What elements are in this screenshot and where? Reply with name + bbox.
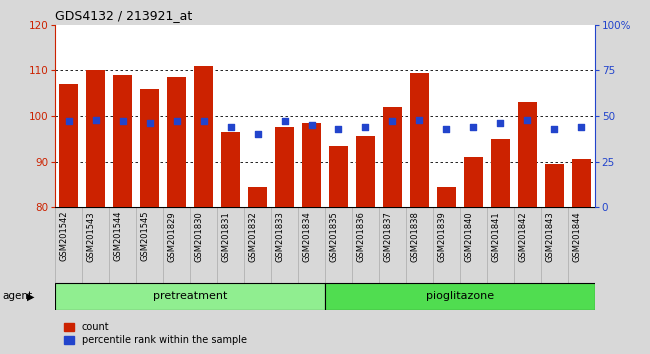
Text: GSM201833: GSM201833 <box>276 211 285 262</box>
Bar <box>464 157 483 207</box>
Text: GSM201543: GSM201543 <box>86 211 96 262</box>
Text: GSM201843: GSM201843 <box>545 211 554 262</box>
Bar <box>248 187 267 207</box>
Point <box>144 120 155 126</box>
Point <box>333 126 344 132</box>
Point <box>252 131 263 137</box>
Point <box>549 126 560 132</box>
Bar <box>59 84 78 207</box>
Bar <box>325 283 595 310</box>
Bar <box>491 139 510 207</box>
Point <box>90 117 101 122</box>
Bar <box>140 88 159 207</box>
Text: pioglitazone: pioglitazone <box>426 291 494 302</box>
Point <box>198 119 209 124</box>
Point <box>118 119 128 124</box>
Text: GSM201542: GSM201542 <box>60 211 69 261</box>
Point <box>414 117 424 122</box>
Point <box>576 124 586 130</box>
Bar <box>545 164 564 207</box>
Legend: count, percentile rank within the sample: count, percentile rank within the sample <box>60 319 250 349</box>
Bar <box>383 107 402 207</box>
Point <box>226 124 236 130</box>
Text: GDS4132 / 213921_at: GDS4132 / 213921_at <box>55 9 192 22</box>
Point <box>172 119 182 124</box>
Text: GSM201838: GSM201838 <box>410 211 419 262</box>
Point <box>387 119 398 124</box>
Bar <box>55 283 325 310</box>
Point <box>468 124 478 130</box>
Point <box>441 126 452 132</box>
Bar <box>221 132 240 207</box>
Text: GSM201842: GSM201842 <box>518 211 527 262</box>
Text: GSM201831: GSM201831 <box>222 211 231 262</box>
Point <box>64 119 74 124</box>
Text: agent: agent <box>2 291 32 302</box>
Text: GSM201835: GSM201835 <box>330 211 339 262</box>
Bar <box>86 70 105 207</box>
Text: GSM201839: GSM201839 <box>437 211 447 262</box>
Bar <box>572 159 591 207</box>
Text: GSM201832: GSM201832 <box>248 211 257 262</box>
Text: GSM201830: GSM201830 <box>194 211 203 262</box>
Point <box>360 124 370 130</box>
Point <box>522 117 532 122</box>
Bar <box>518 102 537 207</box>
Bar <box>113 75 132 207</box>
Text: GSM201544: GSM201544 <box>114 211 123 261</box>
Text: GSM201829: GSM201829 <box>168 211 177 262</box>
Bar <box>302 123 321 207</box>
Bar <box>437 187 456 207</box>
Bar <box>329 145 348 207</box>
Bar <box>194 66 213 207</box>
Text: GSM201844: GSM201844 <box>572 211 581 262</box>
Text: GSM201841: GSM201841 <box>491 211 500 262</box>
Text: GSM201545: GSM201545 <box>140 211 150 261</box>
Text: GSM201840: GSM201840 <box>464 211 473 262</box>
Bar <box>356 136 375 207</box>
Text: GSM201836: GSM201836 <box>356 211 365 262</box>
Point <box>495 120 506 126</box>
Text: GSM201834: GSM201834 <box>302 211 311 262</box>
Bar <box>275 127 294 207</box>
Point <box>280 119 290 124</box>
Bar <box>410 73 429 207</box>
Point <box>306 122 317 128</box>
Text: pretreatment: pretreatment <box>153 291 228 302</box>
Text: ▶: ▶ <box>27 291 35 302</box>
Bar <box>167 77 186 207</box>
Text: GSM201837: GSM201837 <box>384 211 393 262</box>
